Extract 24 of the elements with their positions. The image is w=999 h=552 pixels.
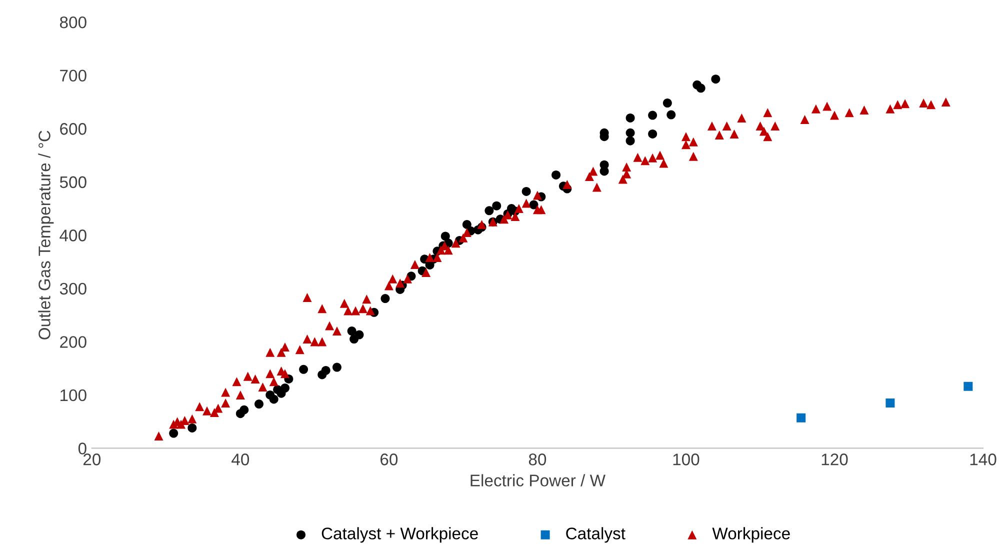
x-tick-label: 20 — [83, 454, 101, 466]
y-tick-label: 300 — [60, 282, 86, 295]
x-tick-label: 140 — [970, 454, 996, 466]
y-tick-label: 200 — [60, 336, 86, 348]
y-tick-label: 700 — [60, 70, 86, 82]
y-tick-label: 800 — [60, 16, 86, 28]
x-tick-label: 40 — [232, 454, 250, 466]
legend-label: Catalyst + Workpiece — [322, 527, 478, 543]
legend-label: Workpiece — [712, 527, 790, 543]
y-tick-label: 0 — [78, 442, 86, 454]
point — [886, 398, 895, 408]
x-tick-label: 60 — [380, 454, 398, 466]
y-tick-label: 100 — [60, 389, 86, 402]
y-tick-label: 600 — [60, 123, 86, 135]
x-tick-label: 80 — [528, 454, 546, 466]
y-tick-label: 500 — [60, 176, 86, 188]
x-tick-label: 120 — [822, 454, 848, 466]
x-tick-label: 100 — [673, 454, 700, 466]
point — [964, 382, 973, 391]
x-axis-title: Electric Power / W — [470, 474, 606, 486]
point — [796, 413, 806, 422]
y-axis-title: Outlet Gas Temperature / °C — [38, 130, 54, 340]
y-tick-label: 400 — [60, 230, 86, 242]
legend-label: Catalyst — [566, 527, 626, 543]
